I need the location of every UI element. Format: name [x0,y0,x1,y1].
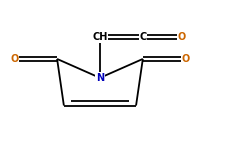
Text: N: N [96,73,104,83]
Text: O: O [177,32,185,42]
Text: CH: CH [92,32,108,42]
Text: C: C [139,32,146,42]
Text: O: O [10,54,18,64]
Text: O: O [182,54,190,64]
